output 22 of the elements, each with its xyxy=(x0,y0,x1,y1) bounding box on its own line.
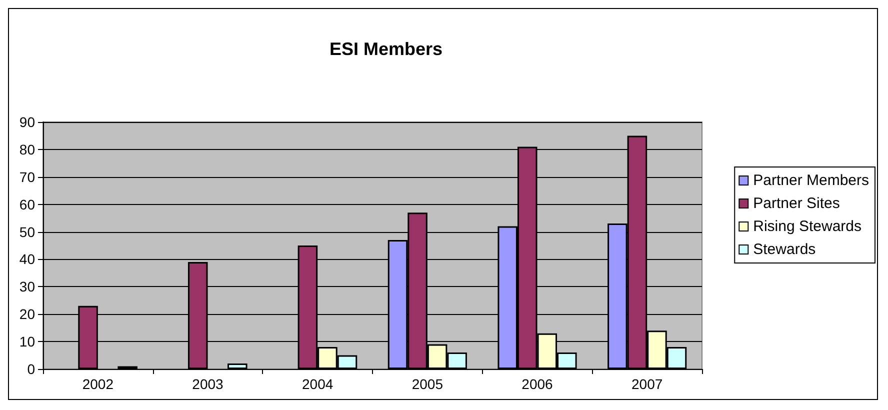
x-tick-label: 2007 xyxy=(632,376,663,392)
x-tick-label: 2006 xyxy=(522,376,554,392)
x-tick-label: 2005 xyxy=(412,376,444,392)
y-tick-label: 70 xyxy=(19,168,36,185)
chart-title: ESI Members xyxy=(329,39,443,59)
x-tick-label: 2004 xyxy=(302,376,334,392)
bar xyxy=(228,364,248,369)
legend-label: Rising Stewards xyxy=(753,218,862,235)
legend-label: Stewards xyxy=(753,241,816,258)
y-tick-label: 90 xyxy=(19,114,36,130)
legend-label: Partner Members xyxy=(753,172,870,189)
y-tick-label: 50 xyxy=(19,224,36,240)
y-tick-label: 80 xyxy=(19,141,36,158)
x-tick-label: 2003 xyxy=(192,376,224,392)
legend-label: Partner Sites xyxy=(753,195,840,212)
y-tick-label: 10 xyxy=(19,334,36,350)
x-tick-label: 2002 xyxy=(82,376,114,392)
y-tick-label: 60 xyxy=(19,196,36,212)
y-tick-label: 30 xyxy=(19,278,36,295)
y-tick-label: 20 xyxy=(19,306,36,322)
y-tick-label: 40 xyxy=(19,251,36,268)
y-tick-label: 0 xyxy=(27,361,36,377)
